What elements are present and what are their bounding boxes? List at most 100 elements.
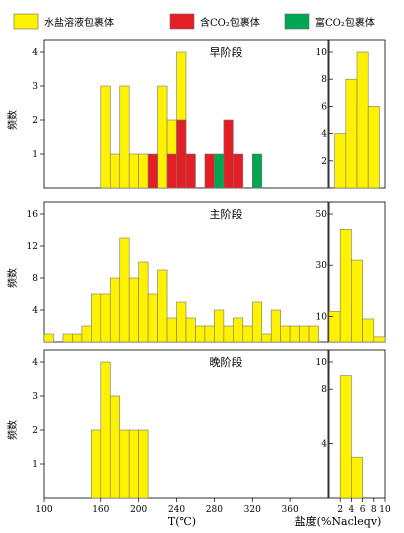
x-tick-label: 160	[92, 505, 109, 515]
y-tick-label: 2	[32, 426, 38, 436]
y-tick-label: 4	[32, 306, 38, 316]
bar-yellow	[138, 429, 149, 499]
bar-yellow	[62, 333, 73, 343]
legend-item: 水盐溶液包裹体	[13, 13, 114, 30]
bar-yellow	[204, 325, 215, 343]
salinity-bar	[367, 106, 380, 189]
bar-yellow	[119, 429, 130, 499]
y-tick-label: 1	[32, 150, 38, 160]
salinity-bar	[356, 51, 369, 189]
panel-title: 早阶段	[210, 45, 243, 59]
bar-yellow	[308, 325, 319, 343]
y-axis-label: 频数	[6, 268, 19, 288]
salinity-y-tick-label: 6	[321, 102, 327, 112]
bar-yellow	[109, 395, 121, 499]
salinity-bar	[328, 310, 341, 343]
legend-item: 富CO₂包裹体	[284, 13, 375, 30]
bar-yellow	[100, 85, 111, 189]
bar-yellow	[100, 361, 111, 499]
salinity-x-tick-label: 2	[337, 505, 343, 515]
salinity-x-tick-label: 6	[360, 505, 366, 515]
legend-label: 水盐溶液包裹体	[44, 16, 114, 29]
bar-yellow	[185, 317, 196, 343]
y-tick-label: 1	[32, 460, 38, 470]
panel-1: 1 2 3 4 频数 早阶段 2 4 6 8 10	[6, 39, 386, 189]
x-tick-label: 100	[35, 505, 52, 515]
bar-yellow	[176, 301, 187, 343]
bar-yellow	[270, 309, 281, 343]
bar-yellow	[119, 237, 130, 343]
panel-2: 4 8 12 16 频数 主阶段 10 30 50	[6, 201, 386, 343]
bar-yellow	[128, 429, 139, 499]
salinity-y-tick-label: 10	[316, 358, 328, 368]
legend-swatch-yellow	[13, 13, 39, 30]
salinity-y-tick-label: 4	[321, 130, 327, 140]
y-tick-label: 3	[32, 392, 38, 402]
bar-green	[251, 153, 263, 189]
y-axis-label: 频数	[6, 420, 19, 440]
y-tick-label: 16	[27, 210, 39, 220]
legend-swatch-green	[284, 13, 310, 30]
salinity-bar	[345, 78, 358, 189]
bar-yellow	[138, 153, 149, 189]
bar-yellow	[43, 333, 54, 343]
salinity-x-tick-label: 10	[379, 505, 391, 515]
bar-red	[204, 153, 215, 189]
bar-yellow	[195, 325, 206, 343]
bar-yellow	[128, 277, 139, 343]
salinity-y-tick-label: 2	[321, 157, 327, 167]
bar-yellow	[289, 325, 300, 343]
y-tick-label: 4	[32, 358, 38, 368]
bar-yellow	[147, 293, 158, 343]
bar-yellow	[242, 325, 253, 343]
bar-yellow	[91, 429, 102, 499]
bar-yellow	[119, 85, 130, 189]
salinity-x-tick-label: 4	[349, 505, 355, 515]
y-tick-label: 4	[32, 48, 38, 58]
bar-green	[214, 153, 225, 189]
panel-title: 晚阶段	[210, 355, 243, 369]
salinity-x-tick-label: 8	[371, 505, 377, 515]
bar-yellow	[100, 293, 111, 343]
bar-red	[147, 153, 158, 189]
legend-label: 富CO₂包裹体	[315, 16, 375, 29]
salinity-y-tick-label: 50	[316, 210, 328, 220]
salinity-y-tick-label: 8	[321, 385, 327, 395]
salinity-y-tick-label: 4	[321, 440, 327, 450]
salinity-bar	[362, 318, 375, 343]
bar-yellow	[299, 325, 310, 343]
bar-red	[176, 119, 187, 189]
y-tick-label: 3	[32, 82, 38, 92]
bar-red	[166, 153, 177, 189]
y-tick-label: 2	[32, 116, 38, 126]
bar-red	[233, 153, 244, 189]
bar-yellow	[223, 325, 234, 343]
salinity-bar	[351, 456, 363, 499]
bar-red	[185, 153, 196, 189]
salinity-y-tick-label: 10	[316, 312, 328, 322]
y-axis-label: 频数	[6, 110, 19, 130]
bar-yellow	[261, 333, 272, 343]
bar-yellow	[81, 325, 92, 343]
bar-yellow	[109, 153, 121, 189]
bar-red	[223, 119, 234, 189]
y-tick-label: 12	[27, 242, 38, 252]
bar-yellow	[157, 85, 168, 189]
bar-yellow	[91, 293, 102, 343]
bar-yellow	[251, 301, 263, 343]
bar-yellow	[166, 317, 177, 343]
bar-yellow	[138, 261, 149, 343]
salinity-bar	[351, 259, 363, 343]
salinity-y-tick-label: 30	[316, 261, 328, 271]
x-tick-label: 360	[282, 505, 299, 515]
x-tick-label: 200	[130, 505, 147, 515]
main-plot-frame	[43, 349, 329, 499]
bar-yellow	[128, 153, 139, 189]
salinity-bar	[334, 133, 347, 189]
bar-yellow	[157, 269, 168, 343]
panel-title: 主阶段	[210, 207, 243, 221]
salinity-bar	[339, 375, 352, 499]
x-tick-label: 240	[168, 505, 185, 515]
x-tick-label: 280	[206, 505, 223, 515]
